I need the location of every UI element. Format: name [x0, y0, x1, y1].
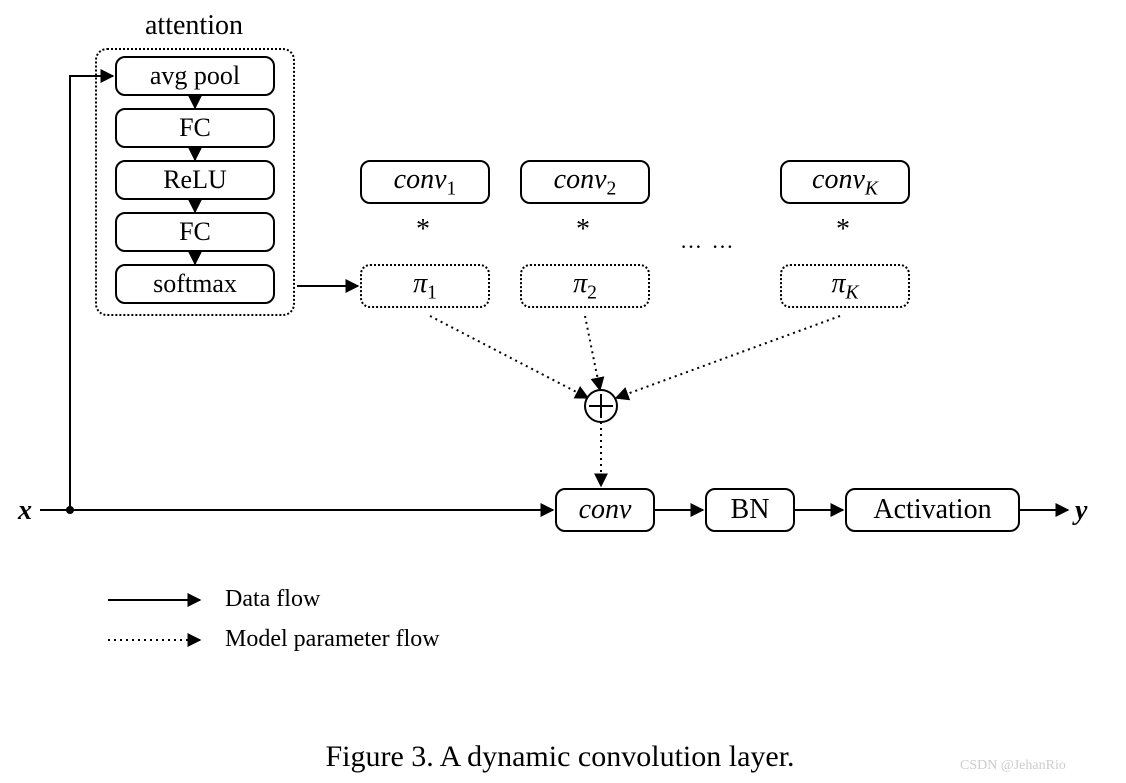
conv-1-label: conv1 [394, 164, 457, 201]
ellipsis: … … [680, 228, 736, 254]
pipeline-conv: conv [555, 488, 655, 532]
conv-K-box: convK [780, 160, 910, 204]
figure-caption: Figure 3. A dynamic convolution layer. [260, 740, 860, 774]
pi-1-label: π1 [413, 268, 437, 305]
pi-1-box: π1 [360, 264, 490, 308]
conv-2-box: conv2 [520, 160, 650, 204]
pi-K-label: πK [831, 268, 858, 305]
edge-piK-to-plus [616, 316, 840, 398]
conv-K-label: convK [812, 164, 878, 201]
y-label: y [1075, 495, 1087, 527]
star-K: * [836, 214, 850, 246]
pi-K-box: πK [780, 264, 910, 308]
attention-relu: ReLU [115, 160, 275, 200]
pipeline-bn: BN [705, 488, 795, 532]
star-1: * [416, 214, 430, 246]
pipeline-activation: Activation [845, 488, 1020, 532]
legend-data-flow: Data flow [225, 586, 320, 613]
x-label: x [18, 495, 32, 527]
attention-fc-2: FC [115, 212, 275, 252]
watermark: CSDN @JehanRio [960, 758, 1066, 774]
attention-fc-1: FC [115, 108, 275, 148]
attention-title: attention [145, 10, 243, 42]
edge-pi2-to-plus [585, 316, 600, 390]
conv-2-label: conv2 [554, 164, 617, 201]
pi-2-box: π2 [520, 264, 650, 308]
diagram-root: attention avg pool FC ReLU FC softmax co… [0, 0, 1126, 783]
pi-2-label: π2 [573, 268, 597, 305]
attention-avgpool: avg pool [115, 56, 275, 96]
edge-pi1-to-plus [430, 316, 588, 398]
conv-1-box: conv1 [360, 160, 490, 204]
legend-param-flow: Model parameter flow [225, 626, 440, 653]
attention-softmax: softmax [115, 264, 275, 304]
star-2: * [576, 214, 590, 246]
